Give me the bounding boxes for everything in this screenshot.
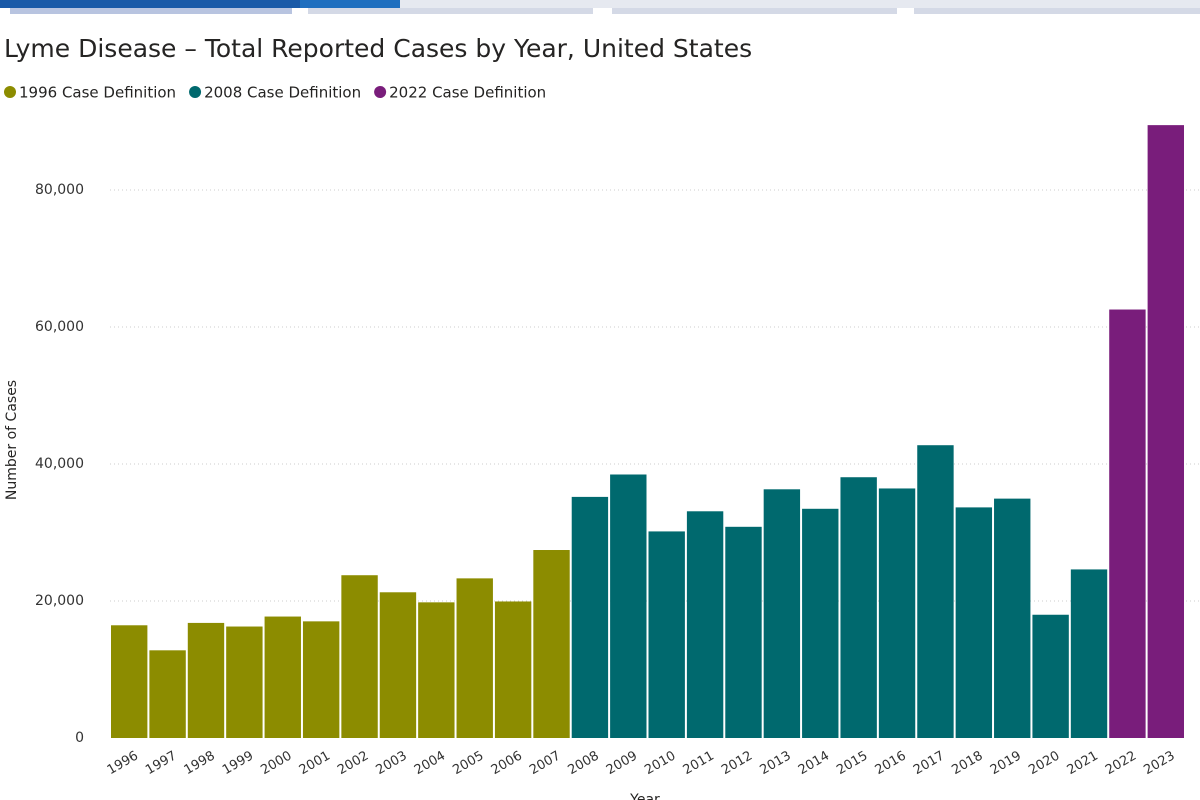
tab-shadow bbox=[308, 8, 593, 14]
bar bbox=[994, 498, 1031, 738]
bar bbox=[341, 575, 378, 738]
x-tick-label: 2023 bbox=[1141, 749, 1177, 779]
x-tick-label: 1999 bbox=[220, 749, 256, 779]
x-tick-label: 2010 bbox=[642, 749, 678, 779]
bar bbox=[840, 477, 877, 738]
bar bbox=[725, 526, 762, 738]
bar bbox=[648, 531, 685, 738]
bar bbox=[111, 625, 148, 738]
x-tick-label: 2012 bbox=[719, 749, 755, 779]
y-tick-label: 20,000 bbox=[35, 593, 84, 609]
y-tick-label: 80,000 bbox=[35, 182, 84, 198]
x-tick-label: 2007 bbox=[527, 749, 563, 779]
bar bbox=[418, 602, 455, 738]
bar bbox=[1032, 614, 1069, 738]
x-tick-label: 2022 bbox=[1103, 749, 1139, 779]
x-tick-label: 2005 bbox=[450, 749, 486, 779]
x-tick-label: 2002 bbox=[335, 749, 371, 779]
x-tick-label: 2017 bbox=[911, 749, 947, 779]
bar bbox=[187, 622, 225, 738]
bar bbox=[878, 488, 916, 738]
x-tick-label: 2006 bbox=[489, 749, 525, 779]
bar bbox=[763, 489, 801, 738]
bar bbox=[1147, 125, 1184, 739]
x-tick-label: 1997 bbox=[143, 749, 179, 779]
x-tick-label: 1996 bbox=[105, 749, 141, 779]
bar bbox=[955, 507, 993, 738]
x-tick-label: 2021 bbox=[1065, 749, 1101, 779]
x-tick-label: 2013 bbox=[757, 749, 793, 779]
bar bbox=[917, 445, 954, 738]
bar bbox=[226, 626, 263, 738]
y-tick-label: 40,000 bbox=[35, 456, 84, 472]
x-tick-label: 2001 bbox=[297, 749, 333, 779]
x-axis-label: Year bbox=[629, 792, 660, 800]
x-tick-label: 2016 bbox=[873, 749, 909, 779]
legend-label: 2008 Case Definition bbox=[204, 84, 361, 102]
tab-shadow bbox=[612, 8, 897, 14]
legend-label: 2022 Case Definition bbox=[389, 84, 546, 102]
bar bbox=[1070, 569, 1108, 738]
x-tick-label: 2020 bbox=[1026, 749, 1062, 779]
bar bbox=[533, 550, 570, 738]
tab-shadow bbox=[10, 8, 292, 14]
bar bbox=[456, 578, 493, 738]
x-tick-label: 2014 bbox=[796, 749, 832, 779]
x-tick-label: 2009 bbox=[604, 749, 640, 779]
y-tick-label: 0 bbox=[75, 730, 84, 746]
bar bbox=[1109, 309, 1146, 738]
tab-shadow bbox=[914, 8, 1200, 14]
chart-title: Lyme Disease – Total Reported Cases by Y… bbox=[4, 34, 752, 63]
tab-bar bbox=[0, 0, 300, 8]
x-tick-label: 2003 bbox=[374, 749, 410, 779]
x-tick-label: 2011 bbox=[681, 749, 717, 779]
x-tick-label: 2019 bbox=[988, 749, 1024, 779]
x-tick-label: 1998 bbox=[182, 749, 218, 779]
x-tick-label: 2018 bbox=[949, 749, 985, 779]
y-tick-label: 60,000 bbox=[35, 319, 84, 335]
bar bbox=[571, 496, 609, 738]
x-tick-label: 2000 bbox=[258, 749, 294, 779]
bar bbox=[610, 474, 647, 738]
bar bbox=[802, 508, 839, 738]
legend-label: 1996 Case Definition bbox=[19, 84, 176, 102]
bar bbox=[302, 621, 340, 738]
legend-marker bbox=[374, 86, 387, 98]
bar bbox=[686, 511, 724, 738]
bar bbox=[264, 616, 301, 738]
y-axis-label: Number of Cases bbox=[4, 380, 20, 500]
bar bbox=[379, 592, 417, 738]
legend-marker bbox=[189, 86, 202, 98]
bar bbox=[149, 650, 186, 738]
x-tick-label: 2004 bbox=[412, 749, 448, 779]
legend-marker bbox=[4, 86, 16, 98]
bar bbox=[494, 601, 532, 738]
x-tick-label: 2008 bbox=[566, 749, 602, 779]
x-tick-label: 2015 bbox=[834, 749, 870, 779]
tab-bar bbox=[400, 0, 1200, 8]
